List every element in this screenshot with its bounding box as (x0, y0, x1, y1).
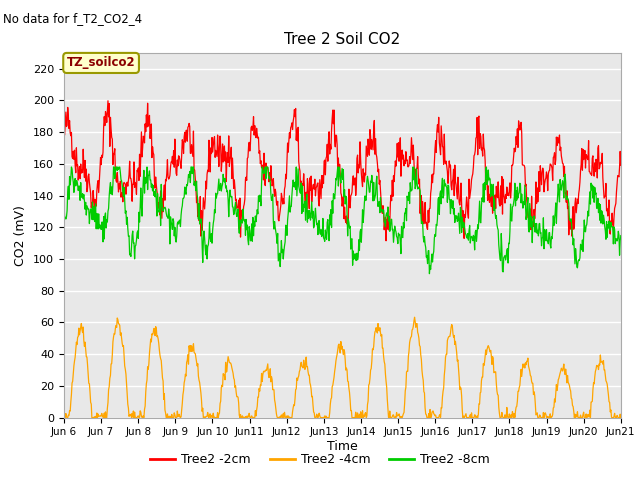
Tree2 -2cm (382, 238, 390, 244)
Y-axis label: CO2 (mV): CO2 (mV) (15, 205, 28, 265)
Tree2 -2cm (60, 131, 68, 137)
Tree2 -8cm (426, 271, 433, 276)
Tree2 -8cm (205, 219, 213, 225)
Tree2 -2cm (458, 202, 465, 207)
Tree2 -4cm (299, 364, 307, 370)
Tree2 -8cm (542, 238, 550, 244)
Title: Tree 2 Soil CO2: Tree 2 Soil CO2 (284, 33, 401, 48)
Tree2 -8cm (458, 229, 465, 235)
Tree2 -8cm (617, 233, 625, 239)
Tree2 -8cm (68, 164, 76, 170)
Tree2 -2cm (104, 98, 112, 104)
Tree2 -4cm (205, 412, 213, 418)
Tree2 -8cm (60, 203, 68, 209)
Line: Tree2 -2cm: Tree2 -2cm (64, 101, 621, 241)
Tree2 -2cm (481, 147, 488, 153)
Tree2 -2cm (205, 147, 213, 153)
Tree2 -4cm (122, 366, 129, 372)
Text: TZ_soilco2: TZ_soilco2 (67, 57, 136, 70)
Tree2 -4cm (60, 414, 68, 420)
Tree2 -8cm (299, 183, 307, 189)
Tree2 -4cm (542, 411, 550, 417)
Legend: Tree2 -2cm, Tree2 -4cm, Tree2 -8cm: Tree2 -2cm, Tree2 -4cm, Tree2 -8cm (145, 448, 495, 471)
Tree2 -4cm (411, 314, 419, 320)
Tree2 -4cm (458, 393, 465, 399)
Tree2 -2cm (122, 181, 129, 187)
Tree2 -2cm (617, 162, 625, 168)
Tree2 -4cm (617, 415, 625, 420)
Tree2 -2cm (542, 175, 550, 181)
Tree2 -2cm (299, 181, 307, 187)
Tree2 -8cm (122, 210, 129, 216)
Tree2 -4cm (61, 415, 68, 420)
Text: No data for f_T2_CO2_4: No data for f_T2_CO2_4 (3, 12, 142, 25)
X-axis label: Time: Time (327, 440, 358, 453)
Line: Tree2 -8cm: Tree2 -8cm (64, 167, 621, 274)
Tree2 -8cm (481, 180, 488, 185)
Tree2 -4cm (481, 359, 488, 365)
Line: Tree2 -4cm: Tree2 -4cm (64, 317, 621, 418)
